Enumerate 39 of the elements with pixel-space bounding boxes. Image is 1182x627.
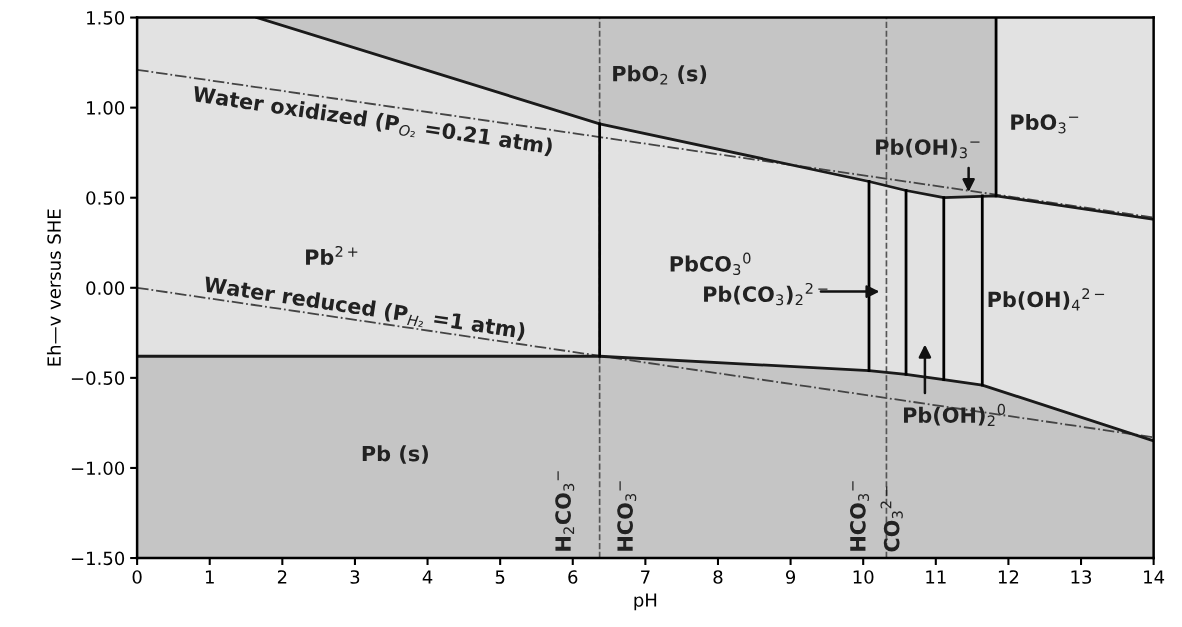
y-tick-label: 0.00 [86, 281, 125, 295]
x-tick-label: 0 [132, 570, 142, 584]
annotation: Pb(OH)$_{2}$$^{0}$ [904, 403, 1006, 427]
x-tick-label: 1 [205, 570, 214, 584]
annotation: PbO$_{2}$ (s) [613, 65, 707, 85]
annotation: CO$_{3}$$^{2−}$ [880, 486, 903, 552]
x-tick-label: 13 [1071, 570, 1092, 584]
y-tick-label: −1.50 [71, 551, 125, 566]
annotation: Pb$^{2+}$ [306, 245, 358, 266]
x-tick-label: 11 [926, 570, 946, 584]
x-tick-label: 14 [1144, 570, 1165, 584]
annotation: HCO$_{3}$$^{−}$ [617, 481, 637, 551]
x-tick-label: 3 [350, 570, 360, 584]
x-tick-label: 2 [277, 570, 287, 584]
annotation: Pb (s) [362, 445, 428, 464]
annotation: HCO$_{3}$$^{−}$ [849, 481, 870, 551]
annotation: PbCO$_{3}$$^{0}$ [670, 252, 751, 276]
x-tick-label: 10 [853, 570, 874, 584]
y-tick-label: −0.50 [71, 371, 125, 385]
annotation: Water oxidized (P$_{O₂}$ =0.21 atm) [191, 85, 553, 158]
x-tick-label: 8 [713, 570, 723, 584]
x-axis-title: pH [634, 593, 657, 611]
annotation: H$_{2}$CO$_{3}$$^{−}$ [555, 471, 575, 551]
x-tick-label: 5 [495, 570, 505, 584]
y-tick-label: 1.00 [87, 101, 125, 115]
x-tick-label: 12 [998, 570, 1019, 584]
x-tick-label: 9 [785, 570, 796, 584]
x-tick-label: 4 [422, 570, 433, 584]
x-tick-label: 6 [568, 570, 578, 584]
annotation: PbO$_{3}$$^{−}$ [1011, 113, 1079, 134]
annotation: Water reduced (P$_{H₂}$ =1 atm) [203, 275, 526, 343]
y-axis-title: Eh—v versus SHE [46, 209, 61, 366]
y-tick-label: −1.00 [71, 461, 125, 476]
y-tick-label: 0.50 [86, 191, 125, 205]
annotation: Pb(OH)$_{3}$$^{−}$ [876, 138, 980, 159]
annotation: Pb(OH)$_{4}$$^{2−}$ [988, 288, 1105, 311]
x-tick-label: 7 [641, 570, 650, 584]
y-tick-label: 1.50 [87, 11, 125, 25]
annotation: Pb(CO$_{3}$)$_{2}$$^{2−}$ [704, 282, 828, 306]
